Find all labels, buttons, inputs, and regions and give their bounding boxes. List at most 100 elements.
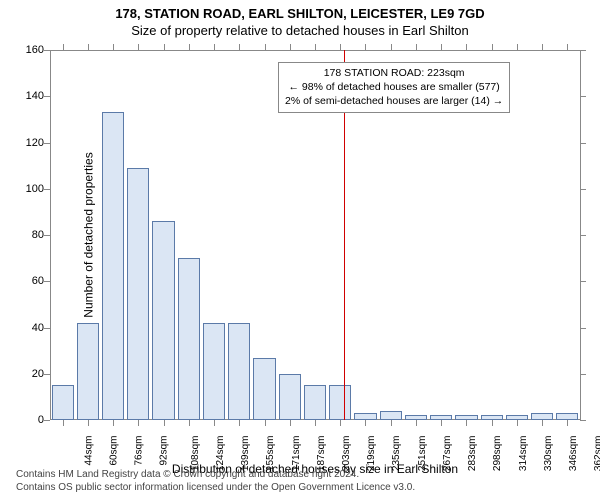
x-tick	[63, 44, 64, 50]
y-tick	[580, 96, 586, 97]
y-axis	[50, 50, 51, 420]
y-tick	[580, 235, 586, 236]
x-tick	[138, 420, 139, 426]
x-tick	[340, 420, 341, 426]
x-tick	[567, 420, 568, 426]
y-tick-label: 100	[22, 183, 44, 195]
histogram-bar	[380, 411, 402, 420]
histogram-bar	[152, 221, 174, 420]
x-tick	[391, 420, 392, 426]
y-tick-label: 0	[22, 414, 44, 426]
y-tick	[44, 96, 50, 97]
x-tick	[466, 420, 467, 426]
histogram-bar	[102, 112, 124, 420]
y-tick	[580, 328, 586, 329]
x-tick	[492, 420, 493, 426]
annotation-line: 178 STATION ROAD: 223sqm	[285, 66, 503, 80]
x-tick	[164, 420, 165, 426]
histogram-bar	[304, 385, 326, 420]
x-tick	[340, 44, 341, 50]
x-tick	[391, 44, 392, 50]
annotation-line: 2% of semi-detached houses are larger (1…	[285, 94, 503, 108]
x-tick	[416, 44, 417, 50]
histogram-bar	[127, 168, 149, 420]
x-tick	[416, 420, 417, 426]
x-tick	[164, 44, 165, 50]
x-tick	[492, 44, 493, 50]
y-tick	[44, 374, 50, 375]
x-tick	[265, 44, 266, 50]
x-tick	[138, 44, 139, 50]
page-subtitle: Size of property relative to detached ho…	[0, 21, 600, 38]
y-tick-label: 40	[22, 322, 44, 334]
x-tick	[517, 44, 518, 50]
footer-line-2: Contains OS public sector information li…	[16, 481, 415, 494]
x-tick	[214, 44, 215, 50]
y-tick-label: 60	[22, 275, 44, 287]
histogram-bar	[52, 385, 74, 420]
histogram-bar	[178, 258, 200, 420]
x-tick	[239, 44, 240, 50]
x-tick-label: 362sqm	[593, 436, 600, 472]
y-tick	[44, 143, 50, 144]
x-tick	[265, 420, 266, 426]
histogram-bar	[279, 374, 301, 420]
x-tick	[542, 44, 543, 50]
histogram-bar	[203, 323, 225, 420]
histogram-bar	[228, 323, 250, 420]
x-tick	[290, 44, 291, 50]
x-tick	[189, 44, 190, 50]
histogram-chart: 02040608010012014016044sqm60sqm76sqm92sq…	[50, 50, 580, 420]
x-tick	[567, 44, 568, 50]
x-tick	[290, 420, 291, 426]
attribution-footer: Contains HM Land Registry data © Crown c…	[16, 468, 415, 494]
y-tick	[44, 420, 50, 421]
histogram-bar	[253, 358, 275, 420]
axis-top	[50, 50, 580, 51]
x-tick	[365, 420, 366, 426]
annotation-box: 178 STATION ROAD: 223sqm← 98% of detache…	[278, 62, 510, 113]
y-tick	[44, 50, 50, 51]
x-tick	[365, 44, 366, 50]
x-tick	[466, 44, 467, 50]
x-tick	[214, 420, 215, 426]
x-tick	[88, 420, 89, 426]
y-tick	[44, 328, 50, 329]
x-tick	[88, 44, 89, 50]
y-tick	[580, 50, 586, 51]
y-tick	[580, 281, 586, 282]
y-tick	[44, 235, 50, 236]
histogram-bar	[77, 323, 99, 420]
x-tick	[113, 44, 114, 50]
y-tick-label: 140	[22, 90, 44, 102]
x-tick	[441, 420, 442, 426]
x-tick	[63, 420, 64, 426]
x-tick	[517, 420, 518, 426]
x-tick-label: 92sqm	[159, 436, 170, 466]
page-title: 178, STATION ROAD, EARL SHILTON, LEICEST…	[0, 0, 600, 21]
x-tick-label: 76sqm	[134, 436, 145, 466]
y-tick	[580, 420, 586, 421]
y-tick-label: 160	[22, 44, 44, 56]
footer-line-1: Contains HM Land Registry data © Crown c…	[16, 468, 415, 481]
x-tick	[542, 420, 543, 426]
y-tick	[44, 281, 50, 282]
x-tick	[315, 420, 316, 426]
y-tick-label: 120	[22, 137, 44, 149]
y-tick	[580, 189, 586, 190]
x-tick	[113, 420, 114, 426]
histogram-bar	[354, 413, 376, 420]
y-tick	[580, 143, 586, 144]
x-tick	[189, 420, 190, 426]
histogram-bar	[531, 413, 553, 420]
y-tick	[580, 374, 586, 375]
histogram-bar	[556, 413, 578, 420]
x-tick	[239, 420, 240, 426]
y-tick-label: 20	[22, 368, 44, 380]
x-tick	[315, 44, 316, 50]
x-tick-label: 44sqm	[83, 436, 94, 466]
y-tick	[44, 189, 50, 190]
histogram-bar	[329, 385, 351, 420]
x-tick-label: 60sqm	[108, 436, 119, 466]
x-tick	[441, 44, 442, 50]
